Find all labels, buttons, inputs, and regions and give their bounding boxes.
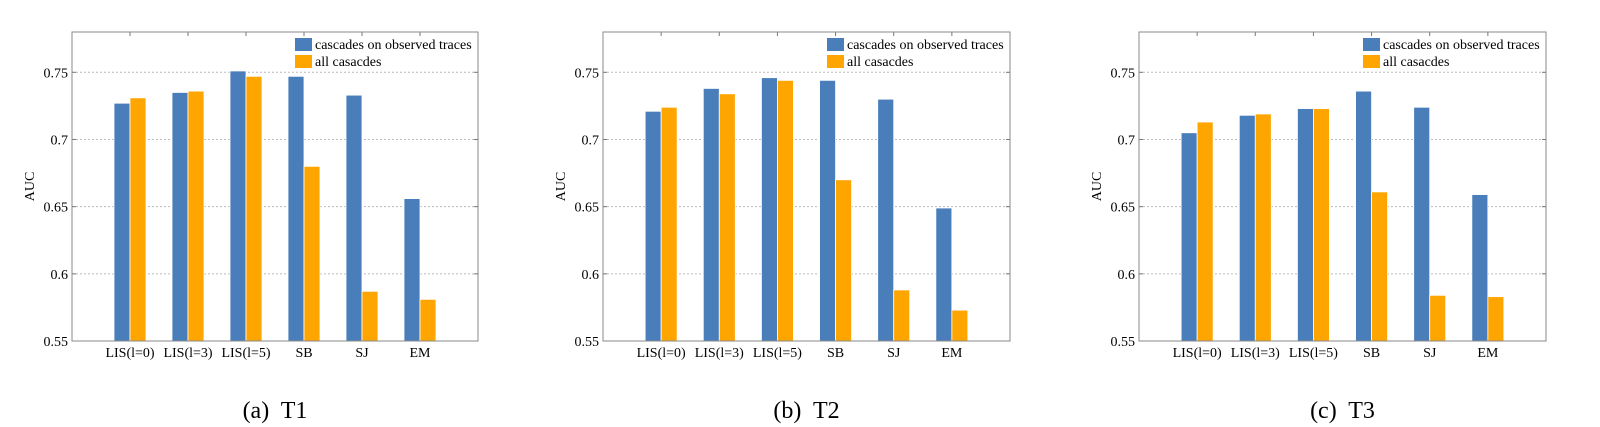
x-tick-label: LIS(l=0) [1173, 346, 1222, 361]
bar-observed [229, 70, 247, 342]
legend-label: all casacdes [847, 55, 913, 70]
y-tick-label: 0.75 [575, 66, 600, 81]
bar-all [245, 75, 263, 342]
bar-observed [1413, 106, 1431, 342]
x-tick-label: LIS(l=0) [637, 346, 686, 361]
y-tick-label: 0.65 [575, 201, 600, 216]
chart-1: 0.55 0.6 0.65 0.7 0.75 AUC LIS(l=0) LIS(l=3) LIS… [23, 31, 479, 424]
bar-observed [1297, 108, 1314, 342]
y-tick-label: 0.55 [575, 335, 600, 350]
x-tick-label: LIS(l=3) [695, 346, 744, 361]
y-tick-label: 0.75 [44, 66, 69, 81]
x-tick-label: LIS(l=0) [105, 346, 154, 361]
bar-all [1487, 296, 1505, 342]
bar-all [1254, 113, 1272, 342]
x-tick-label: LIS(l=5) [1289, 346, 1338, 361]
x-tick-label: SJ [887, 346, 901, 361]
x-tick-label: LIS(l=3) [163, 346, 212, 361]
y-tick-label: 0.55 [44, 335, 69, 350]
y-tick-label: 0.6 [582, 268, 600, 283]
bar-all [187, 90, 205, 342]
bar-observed [877, 98, 895, 342]
legend-swatch [1363, 55, 1380, 68]
legend-label: cascades on observed traces [847, 38, 1004, 53]
bar-observed [403, 198, 421, 342]
x-tick-label: EM [1477, 346, 1499, 361]
y-axis-label: AUC [1090, 172, 1105, 202]
legend-label: all casacdes [1383, 55, 1449, 70]
bar-all [718, 93, 736, 342]
bar-all [660, 106, 678, 342]
y-axis-label: AUC [23, 172, 38, 202]
y-tick-label: 0.6 [51, 268, 69, 283]
x-tick-label: EM [941, 346, 963, 361]
bar-all [951, 309, 969, 342]
y-tick-label: 0.55 [1111, 335, 1136, 350]
bar-observed [113, 102, 131, 342]
y-tick-label: 0.6 [1118, 268, 1136, 283]
y-tick-label: 0.7 [1118, 133, 1136, 148]
chart-caption: (c) T3 [1310, 398, 1375, 424]
bar-observed [1471, 194, 1489, 342]
legend-swatch [1363, 38, 1380, 51]
bar-all [303, 165, 321, 342]
y-tick-label: 0.7 [51, 133, 69, 148]
bar-observed [935, 207, 953, 342]
bar-observed [345, 94, 363, 342]
x-tick-label: LIS(l=5) [753, 346, 802, 361]
legend-swatch [827, 55, 844, 68]
bar-all [1313, 108, 1330, 342]
chart-caption: (b) T2 [773, 398, 839, 424]
bar-observed [644, 110, 662, 342]
bar-all [777, 79, 794, 342]
legend-swatch [295, 55, 312, 68]
legend-swatch [827, 38, 844, 51]
x-tick-label: EM [410, 346, 432, 361]
y-tick-label: 0.75 [1111, 66, 1136, 81]
axes-box [1138, 31, 1547, 342]
x-tick-label: SJ [355, 346, 369, 361]
bar-observed [1238, 114, 1256, 342]
bar-observed [171, 92, 189, 342]
axes-box [71, 31, 479, 342]
bar-all [893, 289, 911, 342]
bar-all [129, 97, 147, 342]
x-tick-label: SB [827, 346, 844, 361]
x-tick-label: SB [1363, 346, 1380, 361]
bar-observed [761, 77, 778, 342]
bar-all [361, 290, 379, 342]
chart-2: 0.55 0.6 0.65 0.7 0.75 AUC LIS(l=0) LIS(l=3) LIS… [554, 31, 1011, 424]
axes-box [602, 31, 1011, 342]
chart-caption: (a) T1 [243, 398, 308, 424]
y-axis-label: AUC [554, 172, 569, 202]
bar-all [419, 298, 437, 342]
x-tick-label: LIS(l=5) [221, 346, 270, 361]
bar-observed [287, 75, 305, 342]
legend-label: cascades on observed traces [1383, 38, 1540, 53]
bar-observed [1355, 90, 1372, 342]
bar-all [1371, 191, 1388, 342]
bar-all [1429, 294, 1447, 342]
legend-label: all casacdes [315, 55, 381, 70]
bar-all [835, 179, 852, 342]
legend-swatch [295, 38, 312, 51]
x-tick-label: SJ [1423, 346, 1437, 361]
chart-3: 0.55 0.6 0.65 0.7 0.75 AUC LIS(l=0) LIS(l=3) LIS… [1090, 31, 1547, 424]
bar-all [1196, 121, 1214, 342]
y-tick-label: 0.65 [1111, 201, 1136, 216]
bar-observed [1180, 132, 1198, 342]
bar-observed [702, 88, 720, 342]
legend-label: cascades on observed traces [315, 38, 472, 53]
y-tick-label: 0.7 [582, 133, 600, 148]
x-tick-label: LIS(l=3) [1231, 346, 1280, 361]
y-tick-label: 0.65 [44, 201, 69, 216]
x-tick-label: SB [295, 346, 312, 361]
bar-observed [819, 79, 836, 342]
